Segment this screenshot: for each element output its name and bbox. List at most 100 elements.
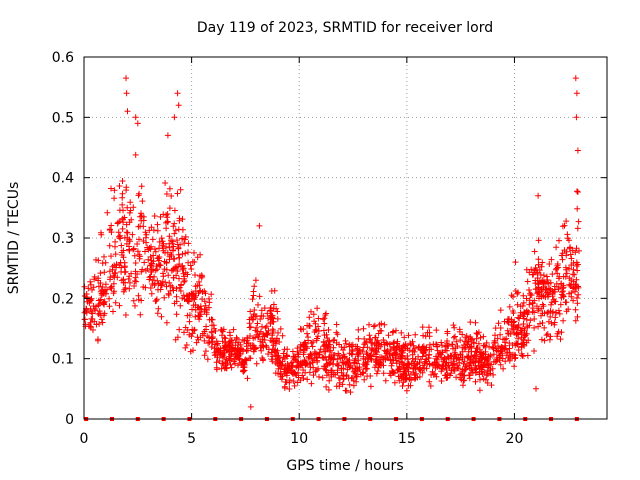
data-point: [132, 274, 139, 281]
data-point: [135, 292, 142, 299]
data-point: [321, 348, 328, 355]
data-point: [547, 313, 554, 320]
data-point: [99, 284, 106, 290]
data-point: [426, 333, 433, 340]
data-point: [136, 253, 143, 260]
data-point: [172, 227, 179, 234]
data-point: [398, 358, 405, 365]
data-point: [524, 278, 531, 285]
data-point: [221, 334, 228, 341]
data-point: [497, 325, 504, 331]
data-point: [474, 331, 481, 337]
data-point: [488, 382, 495, 389]
data-point: [572, 75, 579, 82]
data-point: [134, 120, 141, 127]
data-point: [466, 362, 472, 369]
data-point: [480, 333, 487, 340]
data-point: [367, 383, 374, 390]
data-point: [472, 366, 478, 373]
data-point: [299, 360, 306, 367]
data-point: [246, 355, 253, 362]
data-point: [573, 114, 580, 121]
data-point: [566, 265, 573, 272]
data-point: [546, 336, 553, 343]
data-point: [443, 374, 450, 381]
data-point: [110, 290, 117, 297]
data-point: [573, 263, 580, 269]
data-point: [101, 253, 107, 260]
data-point: [198, 306, 205, 313]
data-point: [560, 317, 567, 324]
data-point: [574, 147, 581, 154]
data-point: [154, 227, 161, 234]
data-point: [467, 370, 474, 376]
data-point: [271, 287, 278, 294]
data-point: [450, 356, 457, 362]
data-point: [184, 293, 191, 300]
data-point: [146, 227, 153, 234]
data-point: [470, 339, 477, 346]
data-point: [169, 247, 176, 254]
data-point: [391, 339, 398, 346]
data-point: [98, 231, 105, 238]
data-point: [491, 337, 498, 344]
data-point: [86, 300, 93, 307]
data-point: [528, 266, 535, 273]
data-point: [124, 108, 131, 115]
data-point: [314, 335, 320, 342]
data-point: [366, 321, 372, 328]
data-point: [190, 347, 196, 354]
data-point: [119, 225, 126, 232]
data-point: [300, 351, 307, 358]
data-point: [268, 314, 275, 321]
data-point: [99, 319, 106, 326]
data-point: [321, 342, 328, 349]
data-point: [515, 347, 522, 353]
data-point: [120, 288, 127, 295]
data-point: [102, 281, 109, 288]
data-point: [416, 343, 423, 350]
data-point: [132, 114, 139, 121]
data-point: [483, 339, 490, 346]
data-point: [355, 350, 362, 357]
data-point: [90, 303, 97, 309]
data-point: [490, 344, 497, 351]
data-point: [482, 344, 489, 350]
data-point: [210, 322, 217, 329]
data-point: [138, 297, 145, 304]
data-point: [223, 356, 230, 363]
data-point: [383, 348, 390, 355]
data-point: [132, 260, 139, 266]
data-point: [325, 386, 332, 393]
data-point: [163, 266, 170, 273]
data-point: [453, 338, 460, 345]
data-point: [341, 344, 348, 351]
data-point: [201, 352, 208, 359]
data-point: [412, 331, 419, 338]
data-point: [469, 367, 475, 374]
data-point: [274, 335, 280, 342]
data-point: [438, 365, 445, 371]
data-point: [463, 366, 469, 373]
data-point: [294, 348, 301, 355]
data-point: [456, 328, 463, 335]
data-point: [219, 338, 226, 345]
data-point: [544, 290, 551, 297]
data-point: [162, 279, 169, 286]
data-point: [426, 378, 433, 385]
data-point: [454, 365, 461, 372]
data-point: [487, 370, 494, 377]
data-point: [403, 387, 410, 394]
data-point: [185, 249, 191, 256]
data-point: [382, 353, 389, 359]
data-point: [177, 302, 184, 309]
data-point: [409, 338, 416, 345]
data-point: [112, 251, 119, 258]
data-point: [520, 321, 527, 327]
data-point: [279, 332, 286, 339]
data-point: [323, 357, 330, 363]
data-point: [560, 282, 567, 289]
data-point: [216, 358, 223, 364]
data-point: [166, 205, 173, 212]
data-point: [355, 357, 362, 364]
